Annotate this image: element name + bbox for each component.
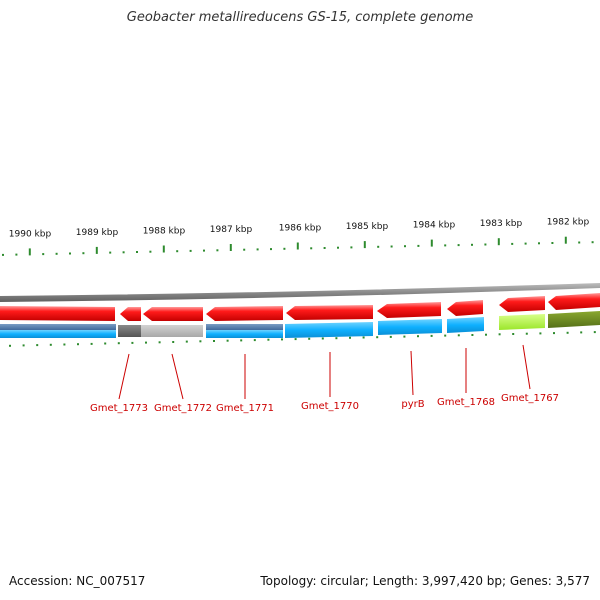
gene-leader-lines [118,344,531,400]
scale-label: 1985 kbp [346,222,389,232]
accession-text: Accession: NC_007517 [9,574,146,588]
scale-label: 1986 kbp [279,224,322,234]
scale-ticks-bottom [9,331,596,347]
feature-block[interactable] [206,324,283,330]
gene-label-gmet-1771[interactable]: Gmet_1771 [216,403,274,414]
scale-labels: 1990 kbp 1989 kbp 1988 kbp 1987 kbp 1986 kbp… [9,218,590,240]
feature-block[interactable] [118,325,141,337]
scale-label: 1987 kbp [210,225,253,235]
feature-block[interactable] [378,319,442,335]
feature-block[interactable] [548,311,600,328]
scale-label: 1989 kbp [76,228,119,238]
gene-arrow[interactable] [447,300,483,316]
gene-label-gmet-1773[interactable]: Gmet_1773 [90,403,148,414]
feature-block[interactable] [285,322,373,338]
gene-arrow[interactable] [120,307,141,321]
gene-label-pyrb[interactable]: pyrB [401,399,424,410]
feature-row [0,311,600,338]
scale-label: 1983 kbp [480,219,523,229]
genome-backbone [0,283,600,302]
scale-label: 1984 kbp [413,221,456,231]
gene-label-gmet-1768[interactable]: Gmet_1768 [437,397,495,408]
feature-block[interactable] [141,325,203,337]
leader-line [171,353,184,400]
forward-strand-genes [0,293,600,321]
gene-arrow[interactable] [548,293,600,310]
scale-label: 1990 kbp [9,229,52,239]
gene-arrow[interactable] [286,305,373,320]
gene-label-gmet-1767[interactable]: Gmet_1767 [501,393,559,404]
gene-arrow[interactable] [499,296,545,312]
genome-summary-text: Topology: circular; Length: 3,997,420 bp… [260,574,590,588]
leader-line [522,344,531,390]
feature-block[interactable] [447,317,484,333]
feature-block[interactable] [0,330,116,338]
leader-line [118,353,130,400]
gene-label-gmet-1770[interactable]: Gmet_1770 [301,401,359,412]
gene-arrow[interactable] [377,302,441,318]
scale-label: 1988 kbp [143,226,186,236]
scale-label: 1982 kbp [547,218,590,228]
gene-arrow[interactable] [143,307,203,321]
feature-block[interactable] [206,330,283,338]
gene-arrow[interactable] [206,306,283,321]
feature-block[interactable] [0,324,116,330]
feature-block[interactable] [499,314,545,330]
gene-label-gmet-1772[interactable]: Gmet_1772 [154,403,212,414]
map-title: Geobacter metallireducens GS-15, complet… [126,10,474,25]
gene-arrow[interactable] [0,306,115,321]
gene-labels: Gmet_1773 Gmet_1772 Gmet_1771 Gmet_1770 … [90,393,559,414]
scale-ticks-top [2,236,594,256]
leader-line [410,350,414,396]
